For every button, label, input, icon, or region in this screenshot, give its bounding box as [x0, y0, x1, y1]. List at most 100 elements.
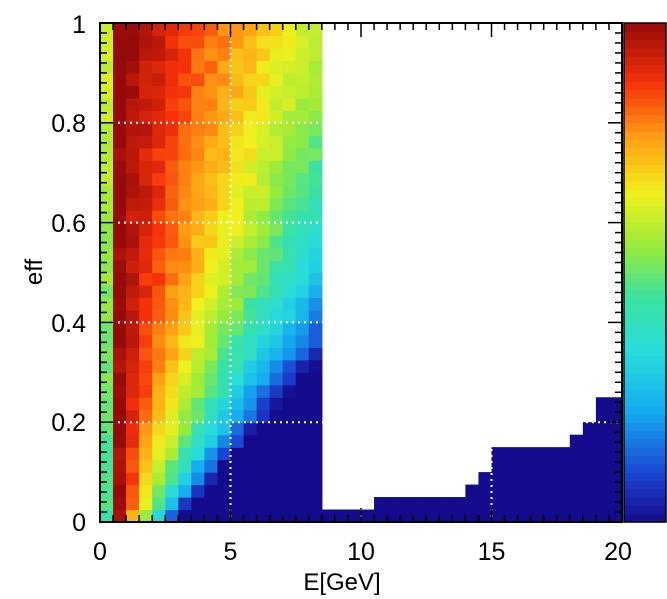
heatmap-cell	[191, 210, 205, 224]
colorbar	[624, 23, 666, 523]
y-tick-label-0: 0	[72, 509, 86, 537]
heatmap-cell	[165, 309, 179, 323]
heatmap-cell	[100, 247, 114, 261]
heatmap-cell	[452, 497, 466, 511]
heatmap-cell	[113, 185, 127, 199]
heatmap-cell	[165, 284, 179, 299]
heatmap-cell	[282, 484, 297, 498]
heatmap-cell	[152, 185, 166, 199]
heatmap-cell	[113, 397, 127, 411]
heatmap-cell	[243, 122, 258, 136]
colorbar-segment	[624, 388, 666, 398]
heatmap-cell	[204, 297, 219, 311]
heatmap-cell	[595, 472, 610, 486]
heatmap-cell	[295, 409, 310, 423]
heatmap-cell	[178, 347, 192, 361]
heatmap-cell	[113, 347, 127, 361]
heatmap-cell	[517, 484, 532, 498]
colorbar-segment	[624, 97, 666, 107]
heatmap-cell	[243, 472, 258, 486]
heatmap-cell	[230, 297, 245, 311]
heatmap-cell	[295, 434, 310, 448]
heatmap-cell	[139, 459, 153, 473]
heatmap-cell	[152, 222, 166, 236]
heatmap-cell	[308, 35, 323, 49]
heatmap-cell	[217, 297, 232, 311]
heatmap-cell	[282, 322, 297, 336]
heatmap-cell	[308, 222, 323, 236]
heatmap-cell	[504, 472, 519, 486]
heatmap-cell	[191, 447, 205, 461]
heatmap-cell	[256, 484, 271, 498]
heatmap-cell	[243, 185, 258, 199]
colorbar-segment	[624, 122, 666, 132]
heatmap-cell	[282, 147, 297, 161]
heatmap-cell	[139, 359, 153, 373]
heatmap-cell	[113, 322, 127, 336]
heatmap-cell	[243, 197, 258, 211]
heatmap-cell	[113, 260, 127, 274]
heatmap-cell	[139, 384, 153, 398]
heatmap-cell	[152, 309, 166, 323]
heatmap-cell	[165, 247, 179, 261]
heatmap-cell	[595, 509, 610, 523]
heatmap-cell	[230, 372, 245, 386]
heatmap-cell	[152, 359, 166, 373]
heatmap-cell	[152, 260, 166, 274]
heatmap-cell	[100, 197, 114, 211]
heatmap-cell	[295, 72, 310, 86]
heatmap-cell	[308, 484, 323, 498]
heatmap-cell	[191, 509, 205, 523]
heatmap-cell	[269, 185, 284, 199]
heatmap-cell	[113, 85, 127, 99]
heatmap-cell	[139, 322, 153, 336]
heatmap-cell	[269, 97, 284, 111]
heatmap-cell	[243, 97, 258, 111]
heatmap-cell	[230, 72, 245, 86]
heatmap-cell	[439, 509, 453, 523]
colorbar-segment	[624, 372, 666, 382]
heatmap-cell	[256, 85, 271, 99]
heatmap-cell	[152, 497, 166, 511]
heatmap-cell	[530, 459, 545, 473]
heatmap-cell	[139, 509, 153, 523]
colorbar-segment	[624, 339, 666, 348]
heatmap-cell	[595, 434, 610, 448]
heatmap-cell	[256, 235, 271, 249]
heatmap-cell	[230, 309, 245, 323]
heatmap-cell	[243, 110, 258, 124]
colorbar-segment	[624, 156, 666, 165]
heatmap-cell	[139, 23, 153, 37]
heatmap-cell	[204, 185, 219, 199]
heatmap-cell	[165, 135, 179, 149]
heatmap-cell	[347, 509, 362, 523]
heatmap-cell	[100, 409, 114, 423]
heatmap-cell	[217, 472, 232, 486]
heatmap-cell	[100, 297, 114, 311]
heatmap-cell	[152, 85, 166, 99]
heatmap-cell	[269, 384, 284, 398]
heatmap-cell	[256, 23, 271, 37]
heatmap-cell	[256, 60, 271, 74]
heatmap-cell	[282, 247, 297, 261]
heatmap-cell	[426, 497, 440, 511]
heatmap-cell	[256, 472, 271, 486]
heatmap-cell	[152, 422, 166, 436]
heatmap-cell	[295, 422, 310, 436]
heatmap-cell	[139, 210, 153, 224]
heatmap-cell	[178, 309, 192, 323]
heatmap-cell	[191, 334, 205, 348]
heatmap-cell	[256, 309, 271, 323]
heatmap-cell	[152, 372, 166, 386]
heatmap-cell	[100, 172, 114, 186]
heatmap-cell	[126, 172, 140, 186]
heatmap-cell	[256, 122, 271, 136]
heatmap-cell	[178, 60, 192, 74]
heatmap-cell	[295, 372, 310, 386]
heatmap-cell	[243, 384, 258, 398]
heatmap-cell	[113, 472, 127, 486]
heatmap-cell	[608, 409, 623, 423]
axis-ticks	[99, 22, 623, 523]
heatmap-cell	[139, 397, 153, 411]
heatmap-cell	[243, 135, 258, 149]
